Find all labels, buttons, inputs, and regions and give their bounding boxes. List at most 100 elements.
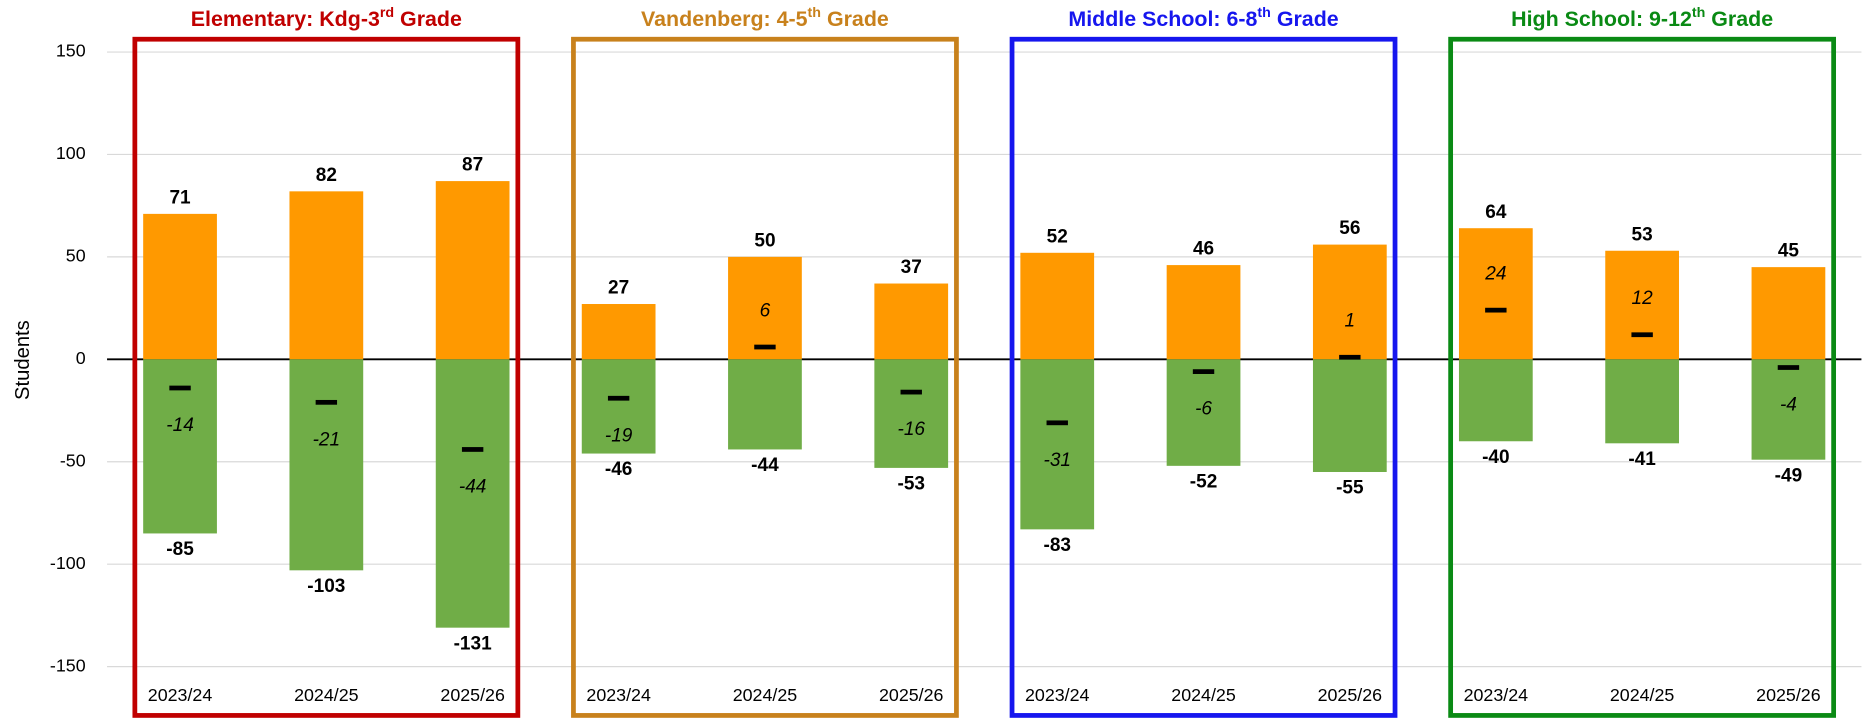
net-label: 12 <box>1632 288 1654 309</box>
net-label: 1 <box>1345 311 1356 332</box>
y-tick-label: 100 <box>56 143 86 163</box>
data-label: -46 <box>605 459 632 480</box>
data-label: -83 <box>1043 535 1070 556</box>
group-title-main: High School: 9-12 <box>1511 7 1692 31</box>
data-label: 71 <box>169 187 191 208</box>
net-label: -21 <box>313 429 340 450</box>
data-label: -40 <box>1482 447 1509 468</box>
data-label: -44 <box>751 455 779 476</box>
group-title-main: Vandenberg: 4-5 <box>641 7 808 31</box>
group-title-rest: Grade <box>821 7 889 31</box>
net-marker <box>1631 332 1653 338</box>
bar <box>874 359 949 468</box>
bar <box>1605 250 1680 360</box>
data-label: 82 <box>316 165 337 186</box>
bar <box>1312 244 1387 360</box>
y-tick-label: 50 <box>66 246 86 266</box>
data-label: 27 <box>608 278 629 299</box>
data-label: -85 <box>166 539 194 560</box>
net-marker <box>169 385 191 391</box>
bar <box>874 283 949 360</box>
group-title: Elementary: Kdg-3rd Grade <box>191 5 462 31</box>
data-label: -41 <box>1628 449 1656 470</box>
bar <box>1020 359 1095 530</box>
bar <box>289 191 364 360</box>
group-box <box>132 36 521 718</box>
x-tick-label: 2024/25 <box>294 685 359 705</box>
bar <box>581 359 656 454</box>
x-tick-label: 2025/26 <box>1318 685 1383 705</box>
bar <box>728 256 802 360</box>
x-tick-label: 2024/25 <box>1610 685 1675 705</box>
group-title-rest: Grade <box>1705 7 1773 31</box>
data-label: -103 <box>307 576 345 597</box>
data-label: 87 <box>462 155 483 176</box>
net-label: -44 <box>459 477 486 498</box>
group-title-sup: th <box>1257 5 1270 21</box>
x-tick-label: 2023/24 <box>1025 685 1090 705</box>
data-label: 56 <box>1339 218 1360 239</box>
bar <box>1020 252 1095 360</box>
y-tick-label: -50 <box>60 450 86 470</box>
bar <box>435 359 510 628</box>
bar <box>728 359 802 450</box>
net-marker <box>607 395 630 401</box>
y-axis-label: Students <box>12 320 34 400</box>
x-tick-label: 2023/24 <box>148 685 213 705</box>
data-label: 46 <box>1193 239 1214 260</box>
x-tick-label: 2025/26 <box>440 685 505 705</box>
bar <box>143 213 217 360</box>
y-tick-label: 0 <box>76 348 86 368</box>
group-title-rest: Grade <box>394 7 462 31</box>
x-tick-label: 2023/24 <box>586 685 651 705</box>
data-label: -55 <box>1336 478 1364 499</box>
group-title-main: Elementary: Kdg-3 <box>191 7 380 31</box>
bar <box>581 304 656 360</box>
x-tick-label: 2023/24 <box>1464 685 1529 705</box>
data-label: 52 <box>1047 226 1068 247</box>
bar <box>1458 228 1533 360</box>
bar <box>1166 265 1241 360</box>
group-title-rest: Grade <box>1271 7 1339 31</box>
net-marker <box>1777 365 1800 370</box>
bar <box>435 181 510 360</box>
bar <box>1458 359 1533 442</box>
bar <box>143 359 217 534</box>
y-tick-label: -150 <box>50 655 86 675</box>
data-label: 50 <box>754 230 775 251</box>
net-marker <box>754 344 776 350</box>
group-title-sup: th <box>1692 5 1705 21</box>
x-tick-label: 2025/26 <box>879 685 944 705</box>
group-title-sup: th <box>808 5 821 21</box>
net-label: -31 <box>1043 450 1070 471</box>
bar <box>1166 359 1241 466</box>
net-marker <box>461 447 484 452</box>
net-label: -14 <box>166 415 193 436</box>
net-marker <box>1046 420 1068 426</box>
net-label: -6 <box>1195 399 1212 420</box>
grid <box>107 51 1862 668</box>
bar <box>1605 359 1680 444</box>
net-label: -4 <box>1780 395 1797 416</box>
x-tick-label: 2025/26 <box>1756 685 1821 705</box>
group-box <box>1448 36 1837 718</box>
data-label: -49 <box>1775 465 1802 486</box>
data-label: -52 <box>1190 472 1217 493</box>
x-tick-label: 2024/25 <box>1171 685 1236 705</box>
bar <box>1751 267 1826 360</box>
group-title-main: Middle School: 6-8 <box>1068 7 1257 31</box>
group-title-sup: rd <box>380 5 394 21</box>
bar <box>1751 359 1826 460</box>
x-tick-label: 2024/25 <box>733 685 798 705</box>
y-tick-label: 150 <box>56 41 86 61</box>
bar <box>1312 359 1387 472</box>
data-label: 37 <box>901 257 922 278</box>
net-marker <box>900 389 922 395</box>
data-label: 45 <box>1778 241 1800 262</box>
group-title: High School: 9-12th Grade <box>1511 5 1773 31</box>
net-label: -16 <box>897 419 925 440</box>
net-label: 24 <box>1484 264 1506 285</box>
data-label: -53 <box>897 474 924 495</box>
data-label: 64 <box>1485 202 1507 223</box>
